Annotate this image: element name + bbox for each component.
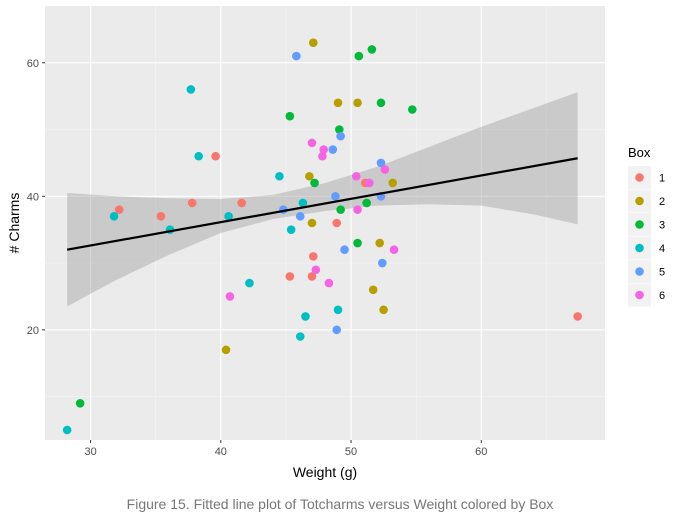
- figure-caption: Figure 15. Fitted line plot of Totcharms…: [126, 496, 554, 512]
- data-point-box-6: [353, 205, 362, 214]
- legend-label-2: 2: [659, 196, 665, 208]
- y-tick-label: 40: [27, 191, 39, 203]
- data-point-box-5: [378, 258, 387, 268]
- data-point-box-3: [407, 105, 417, 114]
- plot-panel: [45, 6, 605, 440]
- legend-title: Box: [628, 145, 651, 160]
- data-point-box-3: [335, 125, 344, 134]
- data-point-box-1: [285, 272, 295, 281]
- data-point-box-3: [336, 205, 345, 214]
- legend-label-4: 4: [659, 243, 665, 255]
- data-point-box-4: [245, 278, 254, 288]
- data-point-box-5: [295, 212, 305, 221]
- legend-key-3: [635, 220, 644, 229]
- data-point-box-4: [194, 151, 203, 161]
- x-tick-label: 40: [215, 446, 227, 458]
- data-point-box-4: [62, 425, 72, 435]
- data-point-box-2: [375, 238, 384, 248]
- data-point-box-3: [367, 45, 377, 54]
- data-point-box-2: [333, 98, 343, 108]
- y-tick-label: 20: [27, 325, 39, 337]
- major-gridlines: [45, 6, 605, 440]
- x-axis-title: Weight (g): [293, 464, 357, 480]
- data-point-box-1: [156, 212, 166, 221]
- data-point-box-1: [211, 151, 220, 161]
- data-point-box-3: [75, 398, 85, 408]
- data-point-box-3: [362, 198, 371, 208]
- data-point-box-2: [353, 98, 362, 108]
- data-point-box-2: [305, 171, 314, 181]
- data-point-box-1: [573, 312, 582, 321]
- legend-key-5: [635, 267, 644, 276]
- x-tick-label: 50: [345, 446, 357, 458]
- data-point-box-6: [380, 165, 390, 174]
- data-point-box-6: [318, 151, 327, 161]
- y-tick-label: 60: [27, 58, 39, 70]
- confidence-band: [67, 92, 578, 307]
- data-point-box-2: [379, 305, 388, 315]
- data-point-box-3: [354, 51, 364, 61]
- x-tick-label: 30: [84, 446, 96, 458]
- data-point-box-5: [376, 158, 386, 168]
- data-point-box-2: [221, 345, 231, 355]
- data-point-box-3: [353, 238, 362, 248]
- data-point-box-1: [332, 218, 342, 228]
- axis-ticks: 30 40 50 60 20 40 60: [27, 58, 488, 458]
- legend-key-6: [635, 290, 644, 300]
- data-point-box-4: [109, 212, 119, 221]
- data-point-box-4: [186, 85, 196, 94]
- data-point-box-3: [310, 178, 319, 188]
- legend-key-1: [635, 173, 644, 182]
- data-point-box-4: [333, 305, 343, 315]
- data-point-box-1: [307, 272, 317, 281]
- minor-gridlines: [45, 6, 605, 440]
- data-point-box-4: [286, 225, 296, 234]
- fit-line-group: [66, 157, 578, 251]
- data-point-box-5: [292, 51, 301, 61]
- data-point-box-5: [340, 245, 349, 255]
- data-points: [62, 38, 582, 435]
- data-point-box-5: [331, 191, 340, 201]
- x-tick-label: 60: [475, 446, 487, 458]
- data-point-box-2: [388, 178, 398, 188]
- data-point-box-2: [308, 38, 318, 48]
- data-point-box-6: [389, 245, 399, 255]
- data-point-box-5: [332, 325, 342, 335]
- legend-label-6: 6: [659, 290, 665, 302]
- legend: Box 1 2 3 4 5 6: [628, 145, 665, 307]
- data-point-box-2: [307, 218, 317, 228]
- data-point-box-6: [225, 292, 235, 301]
- data-point-box-4: [275, 171, 284, 181]
- data-point-box-5: [328, 145, 338, 154]
- data-point-box-4: [298, 198, 308, 208]
- data-point-box-6: [351, 171, 361, 181]
- y-axis-title: # Charms: [6, 193, 22, 254]
- data-point-box-6: [364, 178, 374, 188]
- data-point-box-3: [376, 98, 386, 108]
- data-point-box-6: [311, 265, 321, 275]
- confidence-band-area: [67, 92, 578, 307]
- data-point-box-4: [224, 212, 233, 221]
- data-point-box-4: [295, 332, 305, 341]
- data-point-box-3: [285, 111, 295, 121]
- legend-key-4: [635, 243, 644, 253]
- data-point-box-5: [336, 131, 345, 141]
- data-point-box-1: [114, 205, 124, 214]
- data-point-box-1: [187, 198, 197, 208]
- data-point-box-1: [308, 252, 318, 261]
- data-point-box-6: [307, 138, 317, 148]
- data-point-box-1: [237, 198, 246, 208]
- legend-key-2: [635, 196, 644, 206]
- data-point-box-2: [368, 285, 378, 295]
- legend-label-5: 5: [659, 267, 665, 279]
- legend-label-1: 1: [659, 173, 665, 185]
- fit-line: [66, 157, 578, 251]
- data-point-box-4: [301, 312, 310, 321]
- legend-label-3: 3: [659, 220, 665, 232]
- data-point-box-6: [324, 278, 334, 288]
- scatter-plot: 30 40 50 60 20 40 60 Weight (g) # Charms Box 1…: [6, 6, 665, 480]
- data-point-box-6: [319, 145, 328, 154]
